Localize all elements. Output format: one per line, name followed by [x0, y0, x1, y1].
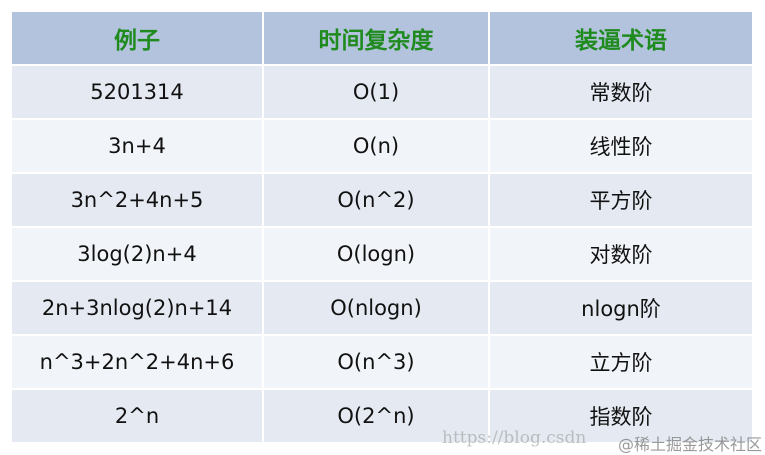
table-row: 2n+3nlog(2)n+14 O(nlogn) nlogn阶 — [12, 282, 752, 334]
header-term: 装逼术语 — [490, 12, 752, 64]
example-cell: n^3+2n^2+4n+6 — [12, 336, 262, 388]
complexity-cell: O(logn) — [264, 228, 488, 280]
term-cell: 指数阶 — [490, 390, 752, 442]
complexity-cell: O(1) — [264, 66, 488, 118]
example-cell: 5201314 — [12, 66, 262, 118]
example-cell: 3n^2+4n+5 — [12, 174, 262, 226]
table-row: 3n^2+4n+5 O(n^2) 平方阶 — [12, 174, 752, 226]
header-row: 例子 时间复杂度 装逼术语 — [12, 12, 752, 64]
complexity-cell: O(nlogn) — [264, 282, 488, 334]
example-cell: 2n+3nlog(2)n+14 — [12, 282, 262, 334]
table-row: 3log(2)n+4 O(logn) 对数阶 — [12, 228, 752, 280]
term-cell: 对数阶 — [490, 228, 752, 280]
watermark-juejin: @稀土掘金技术社区 — [618, 435, 763, 454]
header-example: 例子 — [12, 12, 262, 64]
example-cell: 3log(2)n+4 — [12, 228, 262, 280]
table-row: 5201314 O(1) 常数阶 — [12, 66, 752, 118]
example-cell: 2^n — [12, 390, 262, 442]
table-row: 2^n O(2^n) 指数阶 — [12, 390, 752, 442]
watermark-csdn: https://blog.csdn — [442, 428, 587, 448]
complexity-cell: O(2^n) — [264, 390, 488, 442]
complexity-cell: O(n^3) — [264, 336, 488, 388]
complexity-table: 例子 时间复杂度 装逼术语 5201314 O(1) 常数阶 3n+4 O(n) 线性阶 3… — [10, 10, 754, 444]
term-cell: 线性阶 — [490, 120, 752, 172]
table-row: 3n+4 O(n) 线性阶 — [12, 120, 752, 172]
term-cell: 常数阶 — [490, 66, 752, 118]
complexity-cell: O(n^2) — [264, 174, 488, 226]
table-row: n^3+2n^2+4n+6 O(n^3) 立方阶 — [12, 336, 752, 388]
header-complexity: 时间复杂度 — [264, 12, 488, 64]
example-cell: 3n+4 — [12, 120, 262, 172]
complexity-cell: O(n) — [264, 120, 488, 172]
term-cell: nlogn阶 — [490, 282, 752, 334]
term-cell: 平方阶 — [490, 174, 752, 226]
term-cell: 立方阶 — [490, 336, 752, 388]
